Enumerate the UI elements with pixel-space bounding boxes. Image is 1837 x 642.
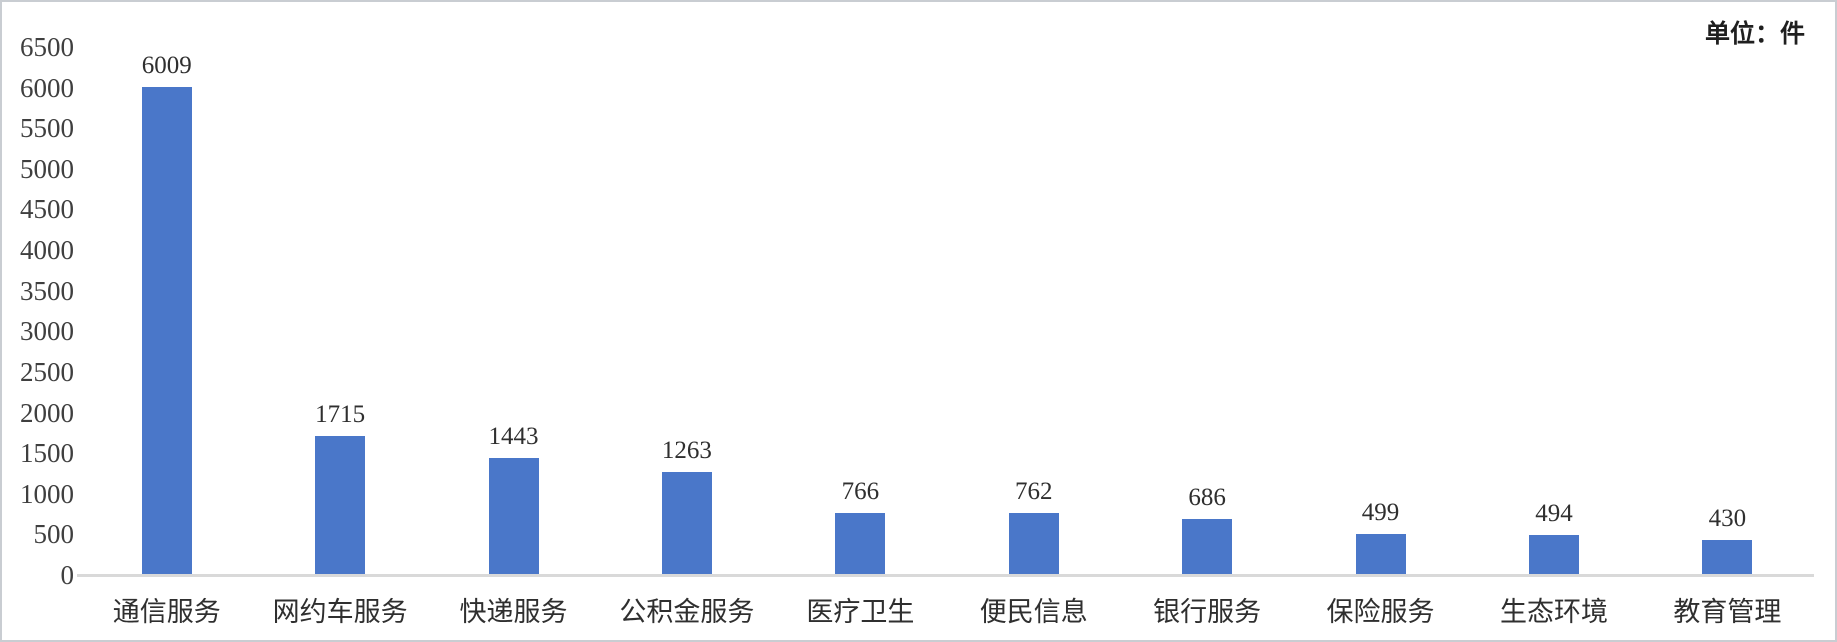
bar-value-label: 494 [1535,499,1573,527]
y-axis: 0 500 1000 1500 2000 2500 3000 3500 4000 4500 5000… [2,34,75,589]
bar-value-label: 1443 [488,422,539,450]
bar-slot: 1263 [600,438,773,575]
bar-value-label: 6009 [141,51,192,79]
bar-slot: 766 [774,477,947,575]
y-axis-tick-label: 5000 [20,153,74,184]
bar-value-label: 686 [1188,484,1226,512]
bar [315,435,366,575]
bar-slot: 1443 [427,422,600,575]
y-axis-tick-label: 3000 [20,316,74,347]
y-axis-tick-label: 2000 [20,397,74,428]
y-axis-tick-label: 500 [33,519,75,550]
bar-value-label: 430 [1708,505,1747,533]
x-axis-category-label: 保险服务 [1326,597,1435,627]
unit-label: 单位：件 [1704,21,1805,48]
bar-slot: 6009 [80,51,253,575]
x-axis-category-label: 教育管理 [1673,597,1782,627]
x-axis-category-label: 公积金服务 [619,597,755,627]
x-axis-line [77,574,1814,577]
x-axis-category-label: 医疗卫生 [806,597,915,627]
x-axis-category-label: 通信服务 [112,597,221,627]
y-axis-tick-label: 1500 [20,438,74,469]
bar [1182,519,1233,575]
bar [661,472,712,575]
x-axis-category-label: 快递服务 [459,597,568,627]
bar-value-label: 1263 [661,437,712,465]
bar-slot: 494 [1467,499,1640,575]
x-axis-category-label: 生态环境 [1499,597,1608,627]
bar-value-label: 1715 [315,400,366,428]
bar-slot: 686 [1120,485,1293,575]
bar [488,457,539,575]
bar-slot: 762 [947,479,1120,575]
bar-slot: 499 [1294,500,1467,575]
x-axis-category-label: 银行服务 [1153,597,1262,627]
x-axis-category-label: 网约车服务 [272,597,408,627]
bar [1702,540,1753,575]
y-axis-tick-label: 6000 [20,72,74,103]
bar [1528,534,1579,575]
y-axis-tick-label: 2500 [20,356,74,387]
x-axis-category-label: 便民信息 [979,597,1088,627]
bars-row: 6009 1715 1443 1263 766 762 686 499 494 430 [80,47,1814,575]
bar-value-label: 499 [1361,499,1400,527]
y-axis-tick-label: 4000 [20,235,74,266]
bar-value-label: 762 [1014,478,1053,506]
bar [1355,534,1406,575]
bar [141,86,192,575]
y-axis-tick-label: 5500 [20,113,74,144]
y-axis-tick-label: 4500 [20,194,74,225]
bar-slot: 430 [1641,506,1814,575]
x-axis-labels: 通信服务 网约车服务 快递服务 公积金服务 医疗卫生 便民信息 银行服务 保险服务 生态环境 教育… [80,590,1814,629]
y-axis-tick-label: 3500 [20,275,74,306]
bar-value-label: 766 [841,477,880,505]
bar [1008,513,1059,575]
y-axis-tick-label: 1000 [20,478,74,509]
bar-slot: 1715 [253,400,426,575]
y-axis-tick-label: 0 [60,560,75,590]
bar [835,512,886,575]
y-axis-tick-label: 6500 [20,32,74,62]
